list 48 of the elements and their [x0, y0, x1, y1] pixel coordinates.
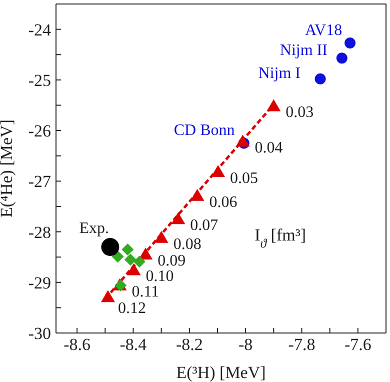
point: [266, 99, 281, 112]
point: [236, 134, 250, 147]
point: [101, 238, 120, 256]
y-tick-label: -30: [28, 324, 51, 344]
y-tick-label: -25: [28, 70, 51, 90]
annotation: 0.12: [118, 300, 146, 318]
x-tick-label: -8.6: [64, 335, 91, 354]
point: [211, 165, 226, 178]
point: [138, 248, 153, 260]
point: [126, 263, 141, 276]
point: [100, 290, 115, 302]
point: [190, 188, 204, 201]
annotation: AV18: [305, 22, 342, 39]
annotation: 0.11: [132, 283, 160, 300]
point: [124, 254, 136, 266]
point: [344, 37, 356, 48]
annotation: 0.07: [190, 217, 218, 234]
annotation: 0.05: [230, 170, 258, 188]
x-axis-title: E(³H) [MeV]: [176, 363, 266, 382]
point: [154, 230, 168, 243]
annotation: 0.04: [254, 140, 283, 157]
annotation: 0.09: [158, 252, 186, 270]
x-tick-label: -8.2: [176, 335, 203, 354]
annotation: 0.03: [286, 104, 314, 122]
point: [171, 212, 186, 224]
y-tick-label: -29: [28, 273, 51, 292]
annotation: CD Bonn: [174, 122, 235, 140]
x-tick-label: -7.8: [288, 335, 316, 354]
point: [133, 256, 146, 268]
annotation: Nijm I: [258, 64, 300, 82]
point: [112, 250, 124, 263]
annotation: 0.06: [209, 194, 238, 211]
x-tick-label: -8: [238, 335, 253, 354]
x-tick-label: -8.4: [120, 335, 148, 354]
point: [336, 52, 348, 64]
point: [314, 73, 326, 84]
annotation: Exp.: [79, 220, 109, 237]
y-axis-title: E(⁴He) [MeV]: [0, 120, 16, 218]
y-tick-label: -27: [28, 172, 52, 192]
y-tick-label: -24: [28, 20, 52, 40]
annotation: I$_{ϑ}$ [fm³]: [254, 226, 306, 251]
annotation: Nijm II: [280, 42, 328, 60]
point: [122, 243, 134, 256]
y-tick-label: -28: [28, 222, 51, 242]
annotation: 0.08: [173, 236, 202, 253]
y-tick-label: -26: [28, 122, 51, 141]
x-tick-label: -7.6: [344, 335, 372, 354]
annotation: 0.10: [146, 268, 174, 286]
